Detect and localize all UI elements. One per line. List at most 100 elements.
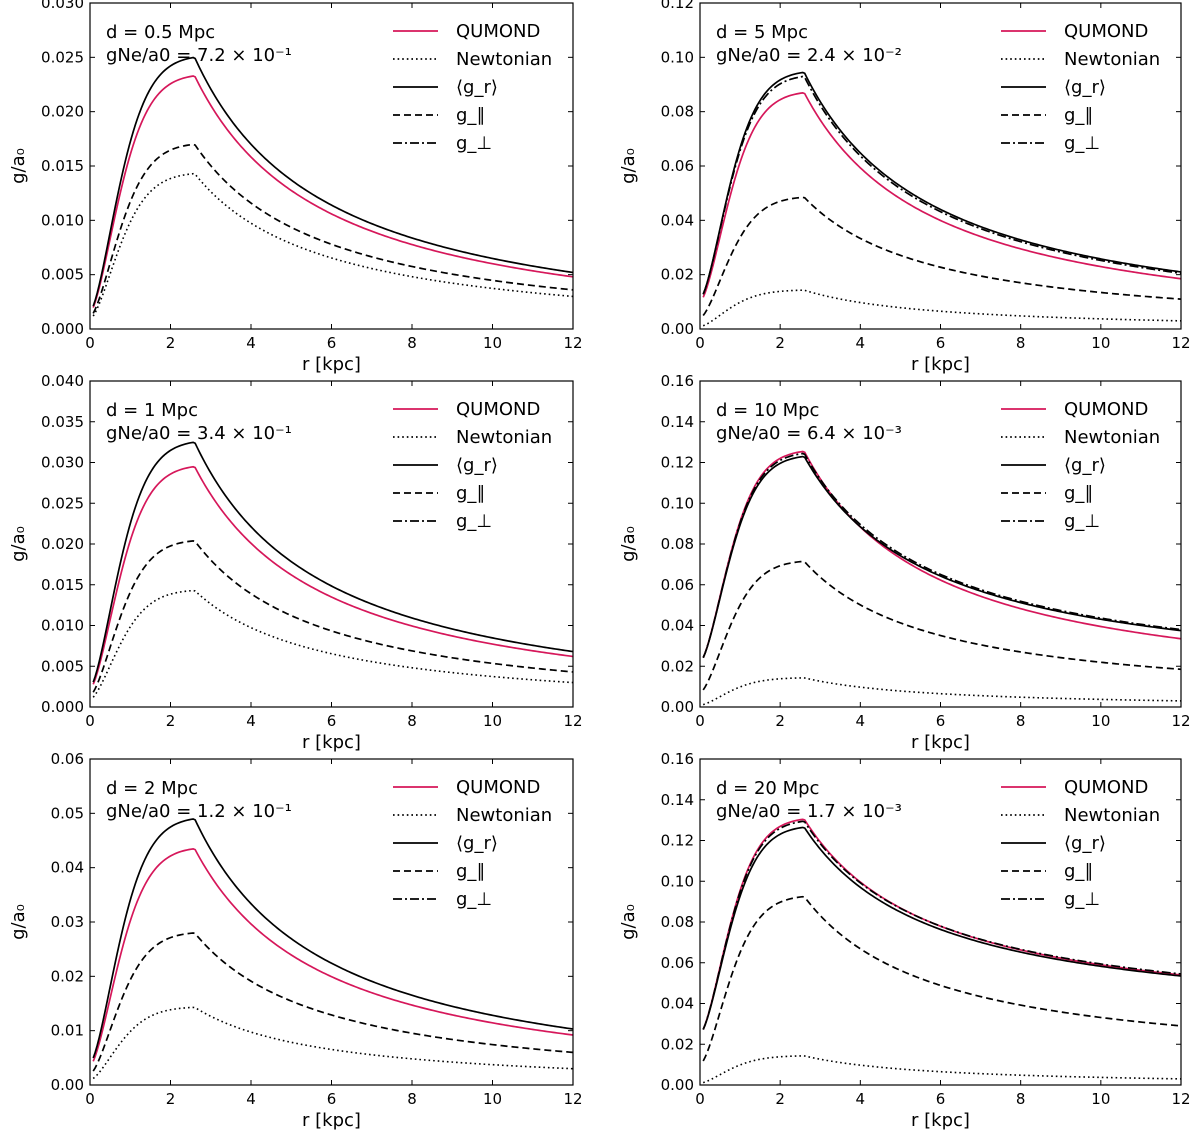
y-tick-label: 0.010 [41, 617, 84, 635]
x-tick-label: 10 [1091, 712, 1110, 730]
y-tick-label: 0.020 [41, 103, 84, 121]
legend-label-1: Newtonian [456, 805, 552, 826]
distance-annotation: d = 1 Mpc [106, 400, 198, 421]
x-tick-label: 6 [936, 334, 946, 352]
field-ratio-annotation: gNe/a0 = 6.4 × 10⁻³ [716, 423, 902, 444]
x-tick-label: 6 [936, 712, 946, 730]
x-tick-label: 6 [327, 1090, 337, 1108]
x-tick-label: 4 [856, 1090, 866, 1108]
series-line-dotted-1 [702, 289, 1181, 327]
series-line-solid-2 [702, 826, 1181, 1030]
x-tick-label: 8 [1016, 712, 1026, 730]
y-axis-label: g/a₀ [8, 526, 29, 562]
y-tick-label: 0.02 [661, 1035, 694, 1053]
y-tick-label: 0.00 [661, 1076, 694, 1094]
x-axis-label: r [kpc] [911, 1110, 970, 1131]
y-tick-label: 0.16 [661, 372, 694, 390]
panel-3: 0 2 4 6 8 10 12 0.000 0.005 0.010 0.015 0.020 0.025 0… [8, 372, 583, 753]
x-tick-label: 4 [856, 334, 866, 352]
legend-label-0: QUMOND [456, 21, 540, 42]
legend-label-3: g_∥ [1064, 105, 1093, 126]
x-tick-label: 0 [695, 1090, 705, 1108]
series-line-dashed-3 [92, 540, 573, 693]
distance-annotation: d = 20 Mpc [716, 778, 819, 799]
x-axis-label: r [kpc] [302, 354, 361, 375]
y-tick-label: 0.04 [661, 617, 694, 635]
x-tick-label: 0 [85, 334, 95, 352]
x-tick-label: 12 [1171, 712, 1190, 730]
series-line-dotted-1 [702, 677, 1181, 706]
y-axis-label: g/a₀ [8, 904, 29, 940]
x-tick-label: 8 [407, 334, 417, 352]
y-tick-label: 0.010 [41, 211, 84, 229]
x-tick-label: 10 [483, 712, 502, 730]
x-tick-label: 12 [1171, 1090, 1190, 1108]
legend-label-0: QUMOND [1064, 777, 1148, 798]
x-tick-label: 8 [1016, 334, 1026, 352]
legend-label-1: Newtonian [456, 427, 552, 448]
x-tick-label: 10 [483, 334, 502, 352]
y-tick-label: 0.03 [51, 913, 84, 931]
legend-label-0: QUMOND [456, 777, 540, 798]
x-tick-label: 4 [246, 712, 256, 730]
x-tick-label: 6 [327, 712, 337, 730]
x-tick-label: 2 [775, 712, 785, 730]
x-tick-label: 2 [775, 1090, 785, 1108]
legend-label-4: g_⊥ [456, 889, 492, 910]
x-axis-label: r [kpc] [302, 1110, 361, 1131]
legend-label-3: g_∥ [1064, 483, 1093, 504]
x-tick-label: 12 [1171, 334, 1190, 352]
y-tick-label: 0.02 [661, 657, 694, 675]
y-tick-label: 0.00 [51, 1076, 84, 1094]
series-line-dashed-3 [702, 196, 1181, 317]
y-tick-label: 0.06 [661, 157, 694, 175]
x-tick-label: 6 [327, 334, 337, 352]
series-line-dashdot-4 [702, 75, 1181, 295]
legend-label-3: g_∥ [456, 105, 485, 126]
legend-label-0: QUMOND [1064, 399, 1148, 420]
x-tick-label: 4 [856, 712, 866, 730]
panel-4: 0 2 4 6 8 10 12 0.00 0.02 0.04 0.06 0.08 0.10 0.12 0.1… [618, 372, 1191, 753]
y-tick-label: 0.005 [41, 657, 84, 675]
series-line-solid-2 [702, 455, 1181, 659]
series-line-dashdot-4 [702, 820, 1181, 1030]
distance-annotation: d = 10 Mpc [716, 400, 819, 421]
x-tick-label: 0 [85, 1090, 95, 1108]
legend-label-2: ⟨g_r⟩ [456, 77, 498, 98]
y-tick-label: 0.08 [661, 103, 694, 121]
y-tick-label: 0.005 [41, 266, 84, 284]
series-line-dashdot-4 [702, 452, 1181, 658]
legend-label-4: g_⊥ [1064, 133, 1100, 154]
y-tick-label: 0.02 [661, 266, 694, 284]
y-tick-label: 0.06 [51, 750, 84, 768]
series-line-dotted-1 [92, 172, 573, 317]
distance-annotation: d = 2 Mpc [106, 778, 198, 799]
y-tick-label: 0.040 [41, 372, 84, 390]
y-tick-label: 0.14 [661, 413, 694, 431]
field-ratio-annotation: gNe/a0 = 2.4 × 10⁻² [716, 45, 902, 66]
x-tick-label: 8 [407, 712, 417, 730]
x-tick-label: 2 [166, 712, 176, 730]
legend-label-1: Newtonian [1064, 49, 1160, 70]
y-tick-label: 0.00 [661, 698, 694, 716]
distance-annotation: d = 0.5 Mpc [106, 22, 215, 43]
series-line-solid-2 [92, 56, 573, 307]
y-tick-label: 0.05 [51, 804, 84, 822]
legend-label-4: g_⊥ [456, 511, 492, 532]
series-line-solid-0 [702, 818, 1181, 1030]
panel-1: 0 2 4 6 8 10 12 0.000 0.005 0.010 0.015 0.020 0.025 0… [8, 0, 583, 375]
y-tick-label: 0.06 [661, 576, 694, 594]
x-tick-label: 8 [407, 1090, 417, 1108]
legend-label-3: g_∥ [1064, 861, 1093, 882]
x-tick-label: 0 [695, 334, 705, 352]
y-tick-label: 0.000 [41, 698, 84, 716]
legend-label-2: ⟨g_r⟩ [1064, 833, 1106, 854]
y-axis-label: g/a₀ [618, 148, 639, 184]
series-line-dashed-3 [92, 143, 573, 314]
y-tick-label: 0.12 [661, 454, 694, 472]
series-line-dashed-3 [702, 895, 1181, 1062]
y-axis-label: g/a₀ [618, 526, 639, 562]
x-tick-label: 6 [936, 1090, 946, 1108]
y-tick-label: 0.10 [661, 494, 694, 512]
